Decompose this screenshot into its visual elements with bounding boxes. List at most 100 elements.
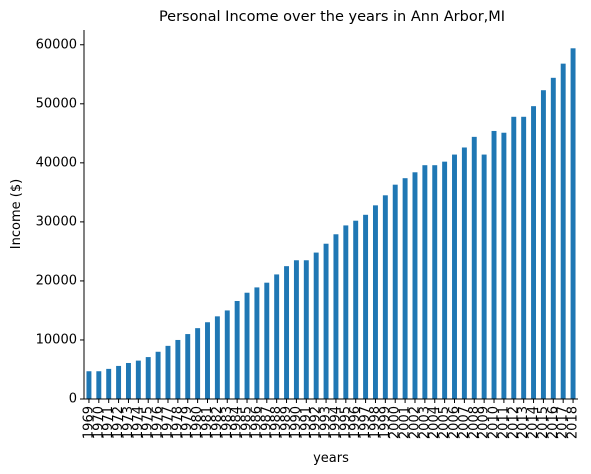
x-tick-label: 1970 — [91, 406, 106, 439]
bar-1990 — [293, 260, 299, 399]
x-tick-label: 1972 — [111, 406, 126, 439]
x-tick-label: 2003 — [417, 406, 432, 439]
x-tick-label: 2000 — [388, 406, 403, 439]
x-tick-label: 2009 — [477, 406, 492, 439]
bar-1974 — [135, 360, 141, 399]
bar-1993 — [323, 243, 329, 399]
bar-1980 — [195, 328, 201, 399]
bar-1979 — [185, 334, 191, 399]
x-tick-label: 1989 — [279, 406, 294, 439]
bar-1982 — [214, 316, 220, 399]
x-tick-label: 1983 — [220, 406, 235, 439]
x-tick-label: 1993 — [319, 406, 334, 439]
bar-1973 — [125, 362, 131, 399]
x-tick-label: 2013 — [516, 406, 531, 439]
y-tick-label: 10000 — [36, 332, 77, 347]
bar-2008 — [471, 136, 477, 400]
bar-2004 — [432, 165, 438, 399]
x-tick-label: 1986 — [249, 406, 264, 439]
x-tick-label: 2004 — [427, 406, 442, 439]
bar-1999 — [382, 195, 388, 399]
bar-1983 — [224, 310, 230, 399]
bar-1991 — [303, 260, 309, 399]
x-tick-label: 1988 — [269, 406, 284, 439]
bar-1969 — [86, 371, 92, 399]
y-tick-label: 40000 — [36, 155, 77, 170]
bar-2007 — [461, 147, 467, 399]
x-axis-title: years — [313, 451, 349, 466]
x-tick-label: 2011 — [496, 406, 511, 439]
bar-1984 — [234, 300, 240, 399]
bar-1978 — [175, 339, 181, 399]
x-tick-label: 2008 — [467, 406, 482, 439]
x-tick-label: 1987 — [259, 406, 274, 439]
x-tick-label: 2015 — [536, 406, 551, 439]
y-tick-label: 60000 — [36, 37, 77, 52]
x-tick-label: 1996 — [348, 406, 363, 439]
x-tick-label: 2016 — [546, 406, 561, 439]
y-tick-label: 30000 — [36, 214, 77, 229]
bar-1976 — [155, 351, 161, 399]
bar-2011 — [501, 132, 507, 400]
x-tick-label: 2018 — [566, 406, 581, 439]
x-tick-label: 1978 — [170, 406, 185, 439]
x-tick-label: 1975 — [141, 406, 156, 439]
bar-1972 — [116, 365, 122, 399]
x-tick-label: 1981 — [200, 406, 215, 439]
bar-1989 — [284, 266, 290, 399]
bar-2010 — [491, 130, 497, 399]
x-tick-label: 1971 — [101, 406, 116, 439]
x-tick-label: 1994 — [328, 406, 343, 439]
bar-2006 — [452, 154, 457, 399]
bar-1970 — [96, 371, 102, 399]
x-tick-label: 1979 — [180, 406, 195, 439]
x-tick-label: 1969 — [81, 406, 96, 439]
bar-2003 — [422, 165, 428, 399]
x-tick-label: 1997 — [358, 406, 373, 439]
x-tick-label: 1973 — [121, 406, 136, 439]
bar-1985 — [244, 292, 250, 399]
x-tick-label: 2002 — [407, 406, 422, 439]
bar-1996 — [353, 220, 359, 399]
x-tick-label: 2010 — [487, 406, 502, 439]
x-tick-label: 1974 — [131, 406, 146, 439]
bar-1992 — [313, 252, 319, 399]
x-tick-label: 1976 — [151, 406, 166, 439]
x-tick-label: 2017 — [556, 406, 571, 439]
x-tick-label: 1984 — [230, 406, 245, 439]
x-tick-label: 2006 — [447, 406, 462, 439]
bar-1995 — [343, 225, 349, 399]
x-tick-label: 2012 — [506, 406, 521, 439]
x-tick-label: 1990 — [289, 406, 304, 439]
bar-2015 — [540, 90, 546, 399]
bar-2014 — [531, 106, 537, 399]
bar-1987 — [264, 282, 270, 399]
bar-1988 — [274, 274, 280, 399]
x-tick-label: 1980 — [190, 406, 205, 439]
bar-2018 — [570, 48, 576, 400]
bar-1994 — [333, 234, 339, 399]
bar-2016 — [550, 77, 556, 399]
bars-group — [86, 48, 576, 400]
y-axis-ticks: 0 10000 20000 30000 40000 50000 60000 — [36, 37, 84, 407]
bar-2017 — [560, 63, 566, 400]
bar-1998 — [372, 205, 378, 399]
x-tick-label: 1982 — [210, 406, 225, 439]
bar-1997 — [363, 214, 369, 399]
x-tick-label: 2007 — [457, 406, 472, 439]
bar-2001 — [402, 178, 408, 399]
chart-title: Personal Income over the years in Ann Ar… — [159, 9, 505, 25]
y-tick-label: 0 — [69, 392, 77, 407]
bar-2002 — [412, 172, 418, 399]
bar-1986 — [254, 287, 260, 399]
x-tick-label: 2014 — [526, 406, 541, 439]
x-tick-label: 2001 — [398, 406, 413, 439]
bar-2000 — [392, 184, 398, 399]
x-tick-label: 1995 — [338, 406, 353, 439]
bar-1971 — [106, 368, 112, 399]
x-tick-label: 1999 — [378, 406, 393, 439]
bar-1977 — [165, 345, 171, 399]
x-axis-ticks: 1969197019711972197319741975197619771978… — [81, 399, 581, 439]
bar-1981 — [205, 322, 210, 399]
y-tick-label: 50000 — [36, 96, 77, 111]
